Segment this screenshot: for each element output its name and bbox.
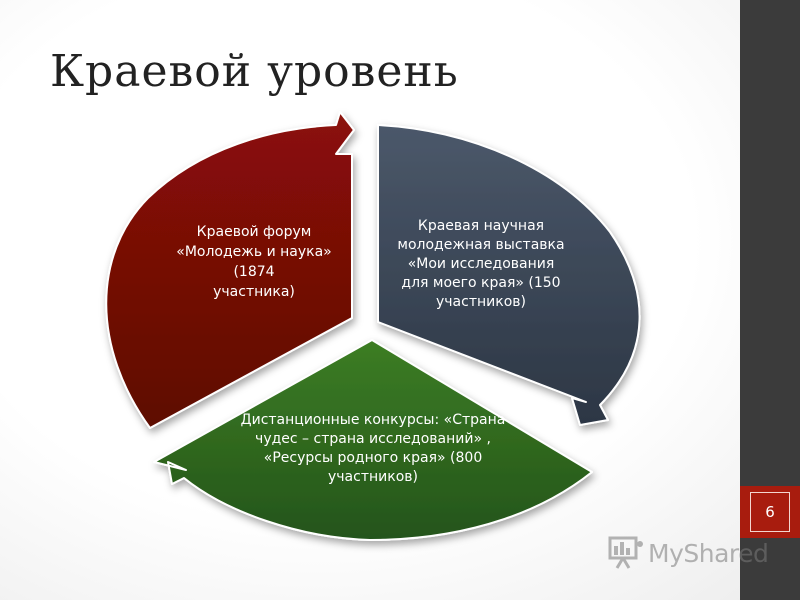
page-number-tab: 6 xyxy=(740,486,800,538)
segment-slate-label-line: «Мои исследования xyxy=(408,256,555,272)
right-sidebar: 6 xyxy=(740,0,800,600)
segment-green-label-line: участников) xyxy=(328,469,418,485)
presentation-icon xyxy=(608,536,643,569)
diagram-segment-green xyxy=(153,339,593,541)
segment-slate-label-line: для моего края» (150 xyxy=(401,275,560,291)
segment-slate-label-line: Краевая научная xyxy=(418,218,544,234)
segment-green-label-line: Дистанционные конкурсы: «Страна xyxy=(241,412,506,428)
segment-green-label-line: «Ресурсы родного края» (800 xyxy=(264,450,482,466)
diagram-segment-slate xyxy=(377,124,641,426)
segment-green-label-line: чудес – страна исследований» , xyxy=(255,431,491,447)
segment-red-label-line: участника) xyxy=(213,284,295,300)
page-number: 6 xyxy=(750,492,790,532)
segment-red-label-line: (1874 xyxy=(233,264,274,280)
segment-slate-label-line: участников) xyxy=(436,294,526,310)
slide-title: Краевой уровень xyxy=(50,46,459,97)
segment-red-label-line: Краевой форум xyxy=(197,224,312,240)
cycle-diagram: Краевой форум «Молодежь и наука» (1874 учас… xyxy=(105,111,641,541)
watermark-text: MyShared xyxy=(648,538,769,568)
watermark: MyShared xyxy=(608,536,769,570)
segment-red-label-line: «Молодежь и наука» xyxy=(176,244,332,260)
diagram-segment-red xyxy=(105,111,355,429)
segment-slate-label-line: молодежная выставка xyxy=(397,237,564,253)
